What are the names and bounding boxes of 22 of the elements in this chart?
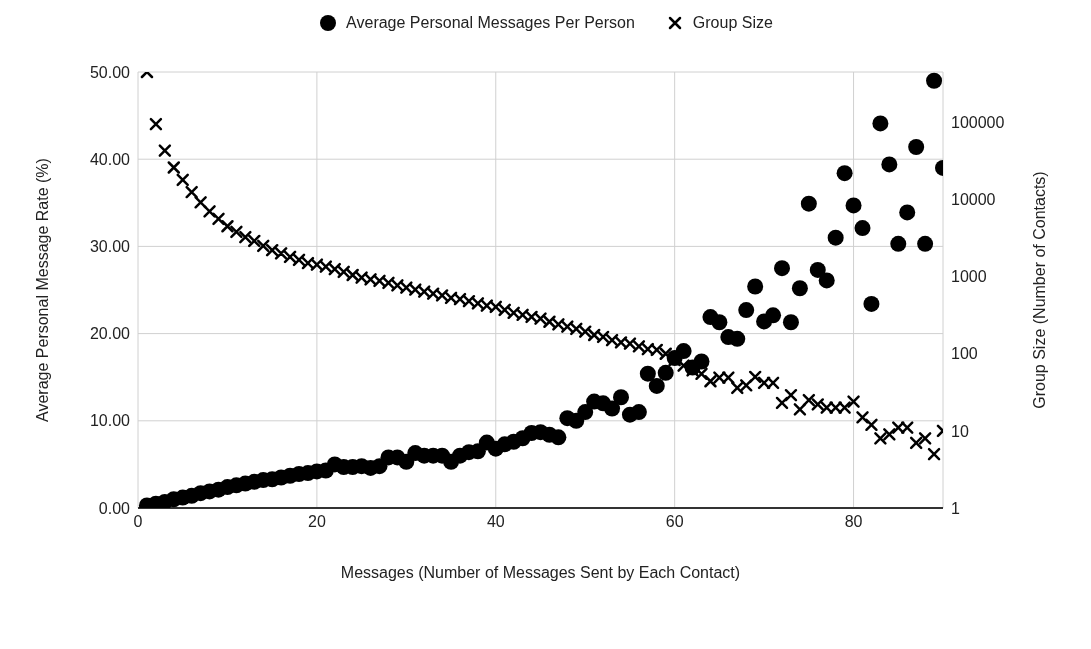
x-tick-label: 0	[133, 513, 143, 531]
y2-axis-title: Group Size (Number of Contacts)	[1030, 171, 1048, 409]
legend-label: Group Size	[692, 14, 773, 32]
y-tick-label: 30.00	[89, 238, 131, 256]
y2-tick-label: 100	[951, 345, 978, 363]
y-tick-label: 0.00	[98, 499, 131, 517]
x-tick-label: 60	[665, 513, 684, 531]
y-tick-label: 40.00	[89, 150, 131, 168]
y-tick-label: 10.00	[89, 412, 131, 430]
x-axis-title: Messages (Number of Messages Sent by Each Contact)	[340, 564, 741, 581]
legend-label: Average Personal Messages Per Person	[346, 14, 635, 32]
x-tick-label: 40	[486, 513, 505, 531]
y2-tick-label: 1000	[951, 268, 987, 286]
x-tick-label: 20	[307, 513, 326, 531]
y2-tick-label: 10	[951, 422, 969, 440]
x-tick-label: 80	[844, 513, 863, 531]
y-tick-label: 50.00	[89, 63, 131, 81]
y-tick-label: 20.00	[89, 325, 131, 343]
y2-tick-label: 1	[951, 499, 960, 517]
y2-tick-label: 100000	[951, 114, 1005, 132]
y2-tick-label: 10000	[951, 191, 996, 209]
y-axis-title: Average Personal Message Rate (%)	[33, 158, 51, 422]
